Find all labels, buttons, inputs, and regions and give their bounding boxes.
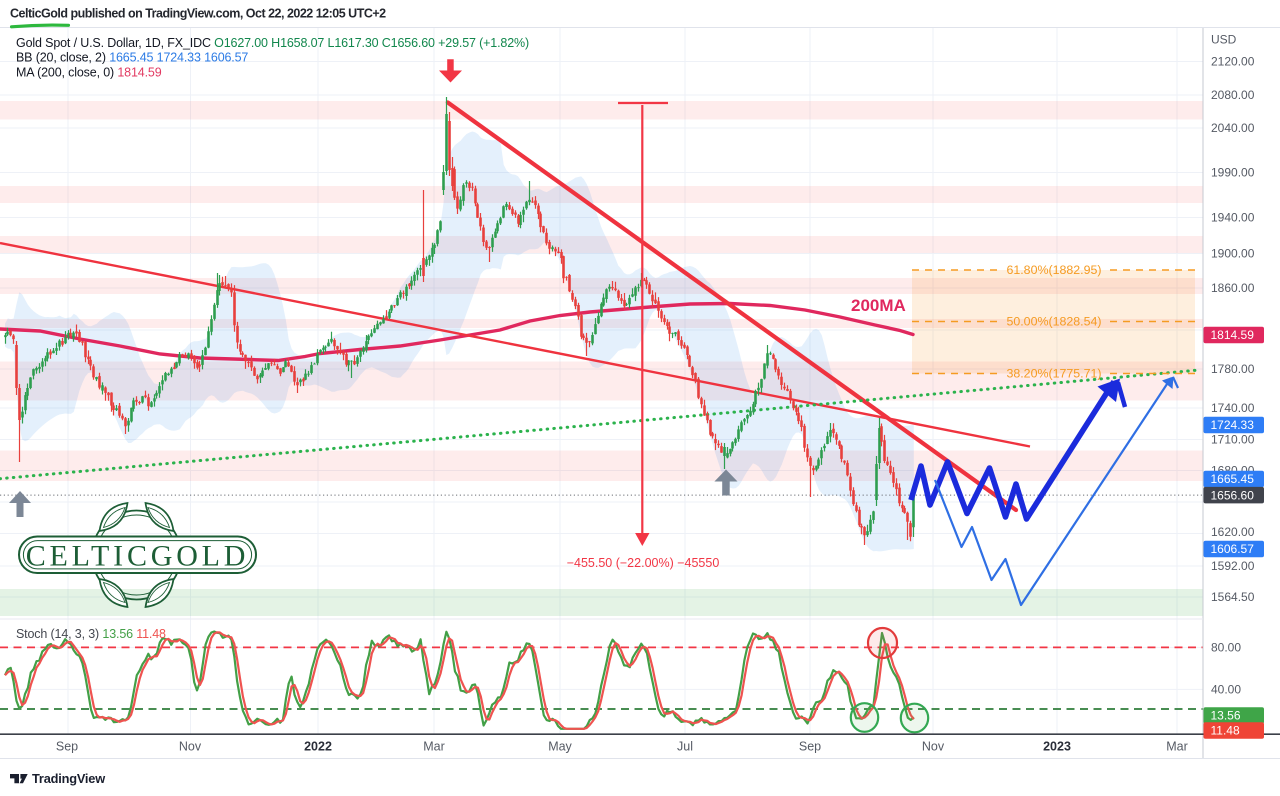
svg-text:1990.00: 1990.00	[1211, 166, 1255, 180]
svg-text:1940.00: 1940.00	[1211, 211, 1255, 225]
svg-text:61.80%(1882.95): 61.80%(1882.95)	[1006, 263, 1101, 277]
svg-text:1656.60: 1656.60	[1211, 488, 1255, 502]
svg-text:Mar: Mar	[1166, 740, 1188, 754]
svg-text:Sep: Sep	[799, 740, 821, 754]
svg-text:1710.00: 1710.00	[1211, 433, 1255, 447]
svg-text:1620.00: 1620.00	[1211, 525, 1255, 539]
svg-text:MA (200, close, 0) 1814.59: MA (200, close, 0) 1814.59	[16, 65, 162, 79]
svg-text:1592.00: 1592.00	[1211, 559, 1255, 573]
svg-text:50.00%(1828.54): 50.00%(1828.54)	[1006, 315, 1101, 329]
svg-text:Jul: Jul	[677, 740, 693, 754]
svg-text:Mar: Mar	[423, 740, 445, 754]
svg-text:1780.00: 1780.00	[1211, 362, 1255, 376]
svg-text:1724.33: 1724.33	[1211, 418, 1255, 432]
svg-text:2022: 2022	[304, 740, 332, 754]
svg-text:11.48: 11.48	[1211, 724, 1240, 738]
svg-text:38.20%(1775.71): 38.20%(1775.71)	[1006, 367, 1101, 381]
svg-text:1860.00: 1860.00	[1211, 281, 1255, 295]
svg-text:Sep: Sep	[56, 740, 78, 754]
svg-text:1740.00: 1740.00	[1211, 401, 1255, 415]
svg-text:13.56: 13.56	[1211, 709, 1241, 723]
svg-text:BB (20, close, 2) 1665.45 17: BB (20, close, 2) 1665.45 1724.33 1606.5…	[16, 51, 248, 65]
svg-text:1665.45: 1665.45	[1211, 472, 1255, 486]
svg-text:2023: 2023	[1043, 740, 1071, 754]
svg-text:80.00: 80.00	[1211, 641, 1241, 655]
svg-text:1564.50: 1564.50	[1211, 590, 1255, 604]
svg-text:1814.59: 1814.59	[1211, 328, 1255, 342]
svg-text:Gold Spot / U.S. Dollar, 1D, F: Gold Spot / U.S. Dollar, 1D, FX_IDC O162…	[16, 36, 529, 50]
svg-text:1606.57: 1606.57	[1211, 542, 1255, 556]
svg-text:2120.00: 2120.00	[1211, 55, 1255, 69]
svg-text:May: May	[548, 740, 572, 754]
svg-text:USD: USD	[1211, 33, 1237, 47]
svg-text:CELTICGOLD: CELTICGOLD	[26, 540, 250, 573]
svg-text:−455.50 (−22.00%) −45550: −455.50 (−22.00%) −45550	[567, 556, 720, 570]
svg-text:200MA: 200MA	[851, 296, 906, 315]
svg-text:Nov: Nov	[179, 740, 202, 754]
svg-text:2040.00: 2040.00	[1211, 121, 1255, 135]
svg-text:Nov: Nov	[922, 740, 945, 754]
svg-text:CelticGold published on Tradin: CelticGold published on TradingView.com,…	[10, 6, 386, 20]
svg-text:TradingView: TradingView	[32, 771, 105, 786]
svg-text:2080.00: 2080.00	[1211, 88, 1255, 102]
svg-text:Stoch (14, 3, 3) 13.56 11.48: Stoch (14, 3, 3) 13.56 11.48	[16, 627, 166, 641]
svg-text:40.00: 40.00	[1211, 683, 1241, 697]
svg-text:1900.00: 1900.00	[1211, 247, 1255, 261]
